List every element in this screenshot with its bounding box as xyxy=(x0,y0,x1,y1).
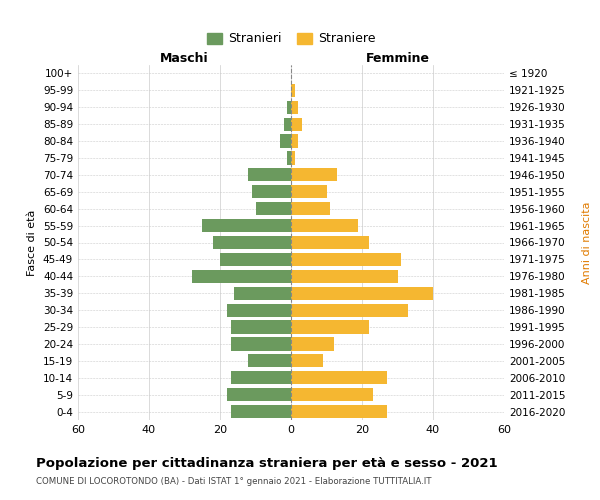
Bar xyxy=(291,320,369,334)
Text: Maschi: Maschi xyxy=(160,52,209,65)
Bar xyxy=(287,152,291,164)
Bar xyxy=(213,236,291,249)
Bar xyxy=(291,304,408,316)
Bar xyxy=(227,388,291,401)
Bar xyxy=(252,185,291,198)
Bar xyxy=(291,152,295,164)
Bar xyxy=(291,371,387,384)
Text: COMUNE DI LOCOROTONDO (BA) - Dati ISTAT 1° gennaio 2021 - Elaborazione TUTTITALI: COMUNE DI LOCOROTONDO (BA) - Dati ISTAT … xyxy=(36,478,431,486)
Bar xyxy=(291,405,387,418)
Bar xyxy=(230,405,291,418)
Bar xyxy=(291,338,334,350)
Bar xyxy=(291,354,323,368)
Y-axis label: Anni di nascita: Anni di nascita xyxy=(582,201,592,284)
Bar xyxy=(230,371,291,384)
Bar xyxy=(291,118,302,131)
Bar xyxy=(291,100,298,114)
Bar xyxy=(230,338,291,350)
Bar xyxy=(284,118,291,131)
Bar xyxy=(280,134,291,147)
Bar xyxy=(230,320,291,334)
Y-axis label: Fasce di età: Fasce di età xyxy=(28,210,37,276)
Bar xyxy=(291,253,401,266)
Legend: Stranieri, Straniere: Stranieri, Straniere xyxy=(203,28,379,49)
Bar xyxy=(234,286,291,300)
Text: Popolazione per cittadinanza straniera per età e sesso - 2021: Popolazione per cittadinanza straniera p… xyxy=(36,458,497,470)
Bar xyxy=(291,286,433,300)
Bar xyxy=(202,219,291,232)
Bar xyxy=(191,270,291,283)
Bar xyxy=(291,134,298,147)
Bar xyxy=(227,304,291,316)
Bar xyxy=(291,236,369,249)
Bar xyxy=(248,354,291,368)
Bar xyxy=(291,202,330,215)
Bar xyxy=(291,185,326,198)
Bar xyxy=(291,84,295,97)
Bar xyxy=(220,253,291,266)
Bar xyxy=(291,168,337,181)
Text: Femmine: Femmine xyxy=(365,52,430,65)
Bar xyxy=(256,202,291,215)
Bar xyxy=(287,100,291,114)
Bar xyxy=(291,219,358,232)
Bar xyxy=(291,388,373,401)
Bar xyxy=(291,270,398,283)
Bar xyxy=(248,168,291,181)
